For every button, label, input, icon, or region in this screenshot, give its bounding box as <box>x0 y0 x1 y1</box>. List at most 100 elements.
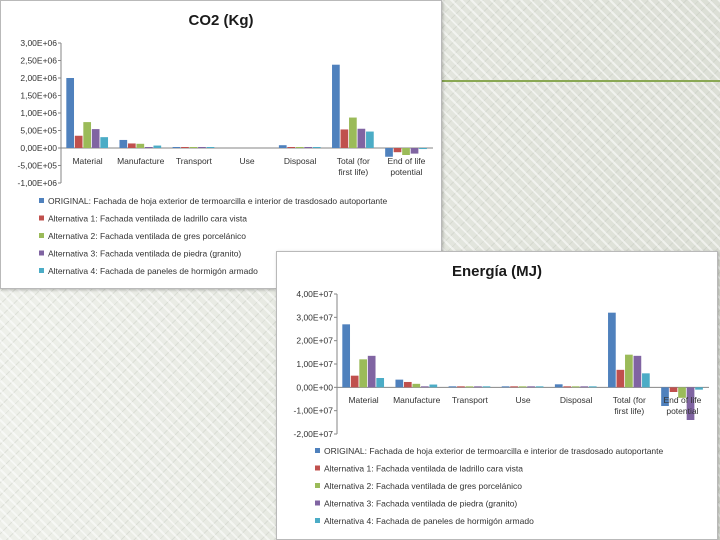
y-tick-label: 1,00E+06 <box>20 108 57 118</box>
bar <box>357 128 366 148</box>
bar <box>172 147 181 148</box>
bar <box>66 78 75 148</box>
y-tick-label: 5,00E+05 <box>20 126 57 136</box>
x-category-label: potential <box>666 406 698 416</box>
y-tick-label: 0,00E+00 <box>20 143 57 153</box>
bar <box>376 378 385 388</box>
bar <box>420 386 429 388</box>
legend-label: Alternativa 4: Fachada de paneles de hor… <box>324 516 534 526</box>
y-tick-label: 3,00E+07 <box>296 312 333 322</box>
bar <box>465 386 474 388</box>
bar <box>419 148 427 150</box>
bar <box>633 355 642 388</box>
bar <box>616 369 625 388</box>
bar <box>189 147 198 148</box>
bar <box>518 386 527 388</box>
bar <box>563 386 572 388</box>
legend-swatch <box>315 465 320 471</box>
bar <box>588 386 597 388</box>
bar <box>136 143 145 148</box>
y-tick-label: -2,00E+07 <box>294 429 334 439</box>
energy-chart: Energía (MJ) 4,00E+07 3,00E+07 2,00E+07 1,00… <box>294 263 709 526</box>
bar <box>510 386 518 388</box>
bar <box>91 129 100 148</box>
bar <box>448 386 457 388</box>
bar <box>669 387 678 392</box>
legend-label: Alternativa 1: Fachada ventilada de ladr… <box>324 464 523 474</box>
y-tick-label: 2,50E+06 <box>20 56 57 66</box>
x-category-label: Total (for <box>337 156 370 166</box>
bar <box>350 375 359 388</box>
bar <box>74 135 83 148</box>
legend-swatch <box>315 448 320 453</box>
bar <box>83 122 92 148</box>
bar <box>412 383 421 388</box>
bar <box>304 147 313 148</box>
legend-label: ORIGINAL: Fachada de hoja exterior de te… <box>324 446 664 456</box>
bar <box>198 147 206 148</box>
legend-swatch <box>39 250 44 256</box>
x-category-label: Material <box>348 395 378 405</box>
bar <box>501 386 510 388</box>
bar <box>127 143 136 148</box>
bar <box>153 145 162 148</box>
bar <box>554 384 563 388</box>
chart-title: CO2 (Kg) <box>189 12 254 29</box>
x-category-label: Transport <box>452 395 489 405</box>
bar <box>100 137 109 148</box>
legend-swatch <box>315 518 320 523</box>
legend-swatch <box>315 500 320 506</box>
bar <box>482 386 491 388</box>
bar <box>367 355 376 388</box>
bar <box>395 379 404 388</box>
accent-line <box>440 80 720 82</box>
legend-swatch <box>39 268 44 273</box>
co2-chart-panel: CO2 (Kg) 3,00E+06 2,50E+06 2,00E+06 1,50E+06… <box>0 0 442 289</box>
x-category-label: End of life <box>664 395 702 405</box>
bar <box>625 354 633 388</box>
bar <box>181 147 189 148</box>
legend-label: Alternativa 4: Fachada de paneles de hor… <box>48 266 258 276</box>
co2-chart: CO2 (Kg) 3,00E+06 2,50E+06 2,00E+06 1,50E+06… <box>18 12 433 276</box>
x-category-label: End of life <box>388 156 426 166</box>
bar <box>678 387 686 398</box>
bar <box>119 139 128 148</box>
y-tick-label: -5,00E+05 <box>18 161 58 171</box>
bar <box>385 148 393 157</box>
bar <box>580 386 589 388</box>
legend-label: Alternativa 3: Fachada ventilada de pied… <box>324 499 517 509</box>
bar <box>410 148 419 154</box>
x-category-label: first life) <box>338 167 368 177</box>
x-category-label: Manufacture <box>117 156 165 166</box>
x-category-label: Disposal <box>560 395 593 405</box>
bar <box>359 359 368 388</box>
bar <box>527 386 535 388</box>
legend-label: ORIGINAL: Fachada de hoja exterior de te… <box>48 196 388 206</box>
bar <box>144 147 153 148</box>
x-category-label: first life) <box>614 406 644 416</box>
x-category-label: Material <box>72 156 102 166</box>
bar <box>342 324 351 388</box>
x-category-label: potential <box>390 167 422 177</box>
energy-chart-panel: Energía (MJ) 4,00E+07 3,00E+07 2,00E+07 1,00… <box>276 251 718 540</box>
bar <box>332 64 340 148</box>
x-category-label: Use <box>515 395 530 405</box>
bar <box>278 145 287 148</box>
y-tick-label: -1,00E+07 <box>294 406 334 416</box>
y-tick-label: 2,00E+06 <box>20 73 57 83</box>
y-tick-label: -1,00E+06 <box>18 178 58 188</box>
bar <box>366 131 374 148</box>
x-category-label: Disposal <box>284 156 317 166</box>
y-tick-label: 1,50E+06 <box>20 91 57 101</box>
x-category-label: Manufacture <box>393 395 441 405</box>
legend-swatch <box>39 198 44 203</box>
y-tick-label: 1,00E+07 <box>296 359 333 369</box>
bar <box>695 387 703 390</box>
legend-swatch <box>39 233 44 238</box>
x-category-label: Transport <box>176 156 213 166</box>
bar <box>206 147 215 148</box>
bar <box>287 147 296 148</box>
bar <box>474 386 482 388</box>
bar <box>349 117 357 148</box>
bar <box>571 386 580 388</box>
